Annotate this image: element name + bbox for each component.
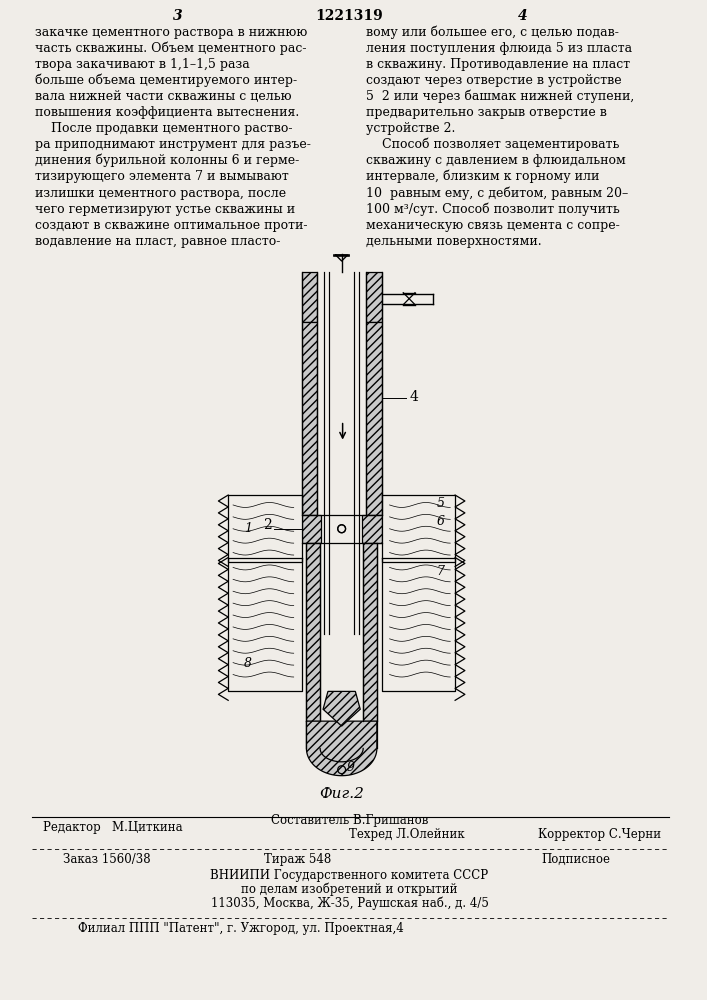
Text: создают через отверстие в устройстве: создают через отверстие в устройстве	[366, 74, 621, 87]
Text: 7: 7	[436, 565, 445, 578]
Bar	[228, 558, 302, 691]
Text: 8: 8	[244, 657, 252, 670]
Text: чего герметизируют устье скважины и: чего герметизируют устье скважины и	[35, 203, 296, 216]
Text: 1: 1	[244, 522, 252, 535]
Text: 4: 4	[518, 9, 527, 23]
Bar	[382, 558, 455, 691]
Bar	[362, 515, 382, 543]
Text: динения бурильной колонны 6 и герме-: динения бурильной колонны 6 и герме-	[35, 154, 300, 167]
Text: 10  равным ему, с дебитом, равным 20–: 10 равным ему, с дебитом, равным 20–	[366, 186, 629, 200]
Text: ВНИИПИ Государственного комитета СССР: ВНИИПИ Государственного комитета СССР	[211, 869, 489, 882]
Text: интервале, близким к горному или: интервале, близким к горному или	[366, 170, 600, 183]
Text: 2: 2	[264, 518, 272, 532]
Text: повышения коэффициента вытеснения.: повышения коэффициента вытеснения.	[35, 106, 300, 119]
Text: создают в скважине оптимальное проти-: создают в скважине оптимальное проти-	[35, 219, 308, 232]
Text: твора закачивают в 1,1–1,5 раза: твора закачивают в 1,1–1,5 раза	[35, 58, 250, 71]
Text: Тираж 548: Тираж 548	[264, 853, 332, 866]
Bar	[302, 515, 321, 543]
Text: После продавки цементного раство-: После продавки цементного раство-	[35, 122, 293, 135]
Text: Фиг.2: Фиг.2	[319, 787, 364, 801]
Text: 100 м³/сут. Способ позволит получить: 100 м³/сут. Способ позволит получить	[366, 202, 620, 216]
Text: 6: 6	[436, 515, 445, 528]
Bar	[302, 322, 317, 515]
Text: Техред Л.Олейник: Техред Л.Олейник	[349, 828, 465, 841]
Text: вала нижней части скважины с целью: вала нижней части скважины с целью	[35, 90, 292, 103]
Bar	[228, 495, 302, 562]
Text: тизирующего элемента 7 и вымывают: тизирующего элемента 7 и вымывают	[35, 170, 289, 183]
Text: дельными поверхностями.: дельными поверхностями.	[366, 235, 542, 248]
Text: Способ позволяет зацементировать: Способ позволяет зацементировать	[366, 138, 619, 151]
Text: 1221319: 1221319	[315, 9, 383, 23]
Text: 9: 9	[346, 761, 354, 774]
Text: ра приподнимают инструмент для разъе-: ра приподнимают инструмент для разъе-	[35, 138, 311, 151]
Text: 4: 4	[409, 390, 418, 404]
Bar	[363, 543, 377, 721]
Text: в скважину. Противодавление на пласт: в скважину. Противодавление на пласт	[366, 58, 630, 71]
Text: Составитель В.Гришанов: Составитель В.Гришанов	[271, 814, 428, 827]
Text: 5  2 или через башмак нижней ступени,: 5 2 или через башмак нижней ступени,	[366, 90, 634, 103]
Text: по делам изобретений и открытий: по делам изобретений и открытий	[241, 882, 457, 896]
Text: излишки цементного раствора, после: излишки цементного раствора, после	[35, 187, 286, 200]
Text: скважину с давлением в флюидальном: скважину с давлением в флюидальном	[366, 154, 626, 167]
Text: 113035, Москва, Ж-35, Раушская наб., д. 4/5: 113035, Москва, Ж-35, Раушская наб., д. …	[211, 896, 489, 910]
Text: Корректор С.Черни: Корректор С.Черни	[539, 828, 662, 841]
Text: Филиал ППП "Патент", г. Ужгород, ул. Проектная,4: Филиал ППП "Патент", г. Ужгород, ул. Про…	[78, 922, 403, 935]
Bar	[366, 272, 382, 322]
Text: механическую связь цемента с сопре-: механическую связь цемента с сопре-	[366, 219, 620, 232]
Bar	[382, 495, 455, 562]
Text: Заказ 1560/38: Заказ 1560/38	[63, 853, 151, 866]
Text: вому или большее его, с целью подав-: вому или большее его, с целью подав-	[366, 25, 619, 39]
Text: часть скважины. Объем цементного рас-: часть скважины. Объем цементного рас-	[35, 41, 307, 55]
Text: 3: 3	[173, 9, 182, 23]
Text: водавление на пласт, равное пласто-: водавление на пласт, равное пласто-	[35, 235, 281, 248]
Text: устройстве 2.: устройстве 2.	[366, 122, 455, 135]
Text: закачке цементного раствора в нижнюю: закачке цементного раствора в нижнюю	[35, 26, 308, 39]
Polygon shape	[306, 721, 377, 776]
Text: ления поступления флюида 5 из пласта: ления поступления флюида 5 из пласта	[366, 42, 632, 55]
Polygon shape	[323, 691, 361, 726]
Text: 5: 5	[436, 497, 445, 510]
Text: Редактор   М.Циткина: Редактор М.Циткина	[43, 821, 183, 834]
Bar	[366, 322, 382, 515]
Text: предварительно закрыв отверстие в: предварительно закрыв отверстие в	[366, 106, 607, 119]
Bar	[302, 272, 317, 322]
Bar	[306, 543, 320, 721]
Text: больше объема цементируемого интер-: больше объема цементируемого интер-	[35, 74, 298, 87]
Text: Подписное: Подписное	[542, 853, 611, 866]
